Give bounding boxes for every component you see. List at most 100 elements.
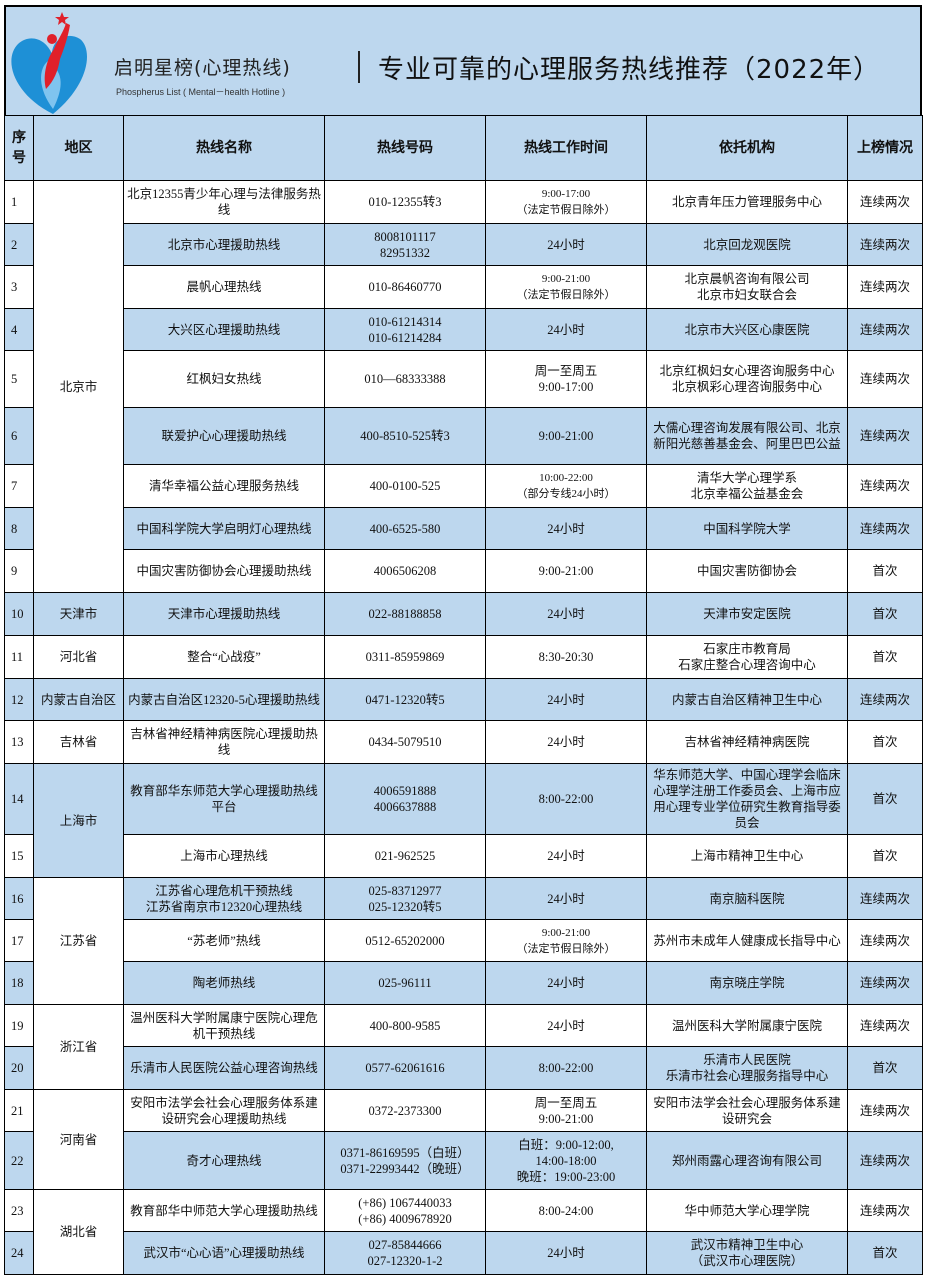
title-separator [358, 51, 360, 83]
row-number: 24 [4, 1231, 34, 1275]
working-hours: 24小时 [485, 1004, 647, 1047]
row-number: 6 [4, 407, 34, 465]
working-hours: 24小时 [485, 507, 647, 550]
host-organization: 上海市精神卫生中心 [646, 834, 848, 878]
hotline-name: 中国科学院大学启明灯心理热线 [123, 507, 325, 550]
row-number: 13 [4, 720, 34, 764]
table-row: 9 中国灾害防御协会心理援助热线 4006506208 9:00-21:00 中国灾害防… [4, 549, 923, 593]
ranking-status: 连续两次 [847, 1189, 923, 1232]
hotline-phone[interactable]: 400-800-9585 [324, 1004, 486, 1047]
table-row: 3 晨帆心理热线 010-86460770 9:00-21:00 （法定节假日除外）北… [4, 265, 923, 309]
hotline-phone[interactable]: 021-962525 [324, 834, 486, 878]
ranking-status: 连续两次 [847, 877, 923, 920]
row-number: 3 [4, 265, 34, 309]
table-row: 18 陶老师热线 025-96111 24小时 南京晓庄学院 连续两次 [4, 961, 923, 1005]
hotline-phone[interactable]: 010—68333388 [324, 350, 486, 408]
table-row: 2 北京市心理援助热线 8008101117 82951332 24小时 北京回龙观医院… [4, 223, 923, 266]
row-number: 16 [4, 877, 34, 920]
working-hours: 8:30-20:30 [485, 635, 647, 679]
row-number: 4 [4, 308, 34, 351]
hotline-phone[interactable]: 0434-5079510 [324, 720, 486, 764]
working-hours: 24小时 [485, 308, 647, 351]
table-row: 8 中国科学院大学启明灯心理热线 400-6525-580 24小时 中国科学院大学 连续… [4, 507, 923, 550]
brand-name-english: Phospherus List ( Mental－health Hotline … [116, 87, 286, 97]
hotline-name: 教育部华中师范大学心理援助热线 [123, 1189, 325, 1232]
header-status: 上榜情况 [847, 115, 923, 181]
ranking-status: 连续两次 [847, 678, 923, 721]
host-organization: 北京回龙观医院 [646, 223, 848, 266]
region-cell: 河南省 [33, 1089, 124, 1190]
region-cell: 河北省 [33, 635, 124, 679]
table-row: 11 河北省 整合“心战疫” 0311-85959869 8:30-20:30 石家庄市教… [4, 635, 923, 679]
working-hours: 24小时 [485, 1231, 647, 1275]
hotline-phone[interactable]: 4006506208 [324, 549, 486, 593]
working-hours: 24小时 [485, 877, 647, 920]
hotline-phone[interactable]: 010-12355转3 [324, 180, 486, 224]
host-organization: 武汉市精神卫生中心 （武汉市心理医院） [646, 1231, 848, 1275]
hotline-name: 北京12355青少年心理与法律服务热线 [123, 180, 325, 224]
table-row: 5 红枫妇女热线 010—68333388 周一至周五 9:00-17:00 北京红枫妇… [4, 350, 923, 408]
working-hours: 10:00-22:00 （部分专线24小时） [485, 464, 647, 508]
row-number: 12 [4, 678, 34, 721]
row-number: 21 [4, 1089, 34, 1132]
hotline-name: 江苏省心理危机干预热线 江苏省南京市12320心理热线 [123, 877, 325, 920]
working-hours: 9:00-21:00 [485, 549, 647, 593]
hotline-name: 北京市心理援助热线 [123, 223, 325, 266]
hotline-phone[interactable]: 400-0100-525 [324, 464, 486, 508]
row-number: 8 [4, 507, 34, 550]
header-name: 热线名称 [123, 115, 325, 181]
ranking-status: 连续两次 [847, 223, 923, 266]
hotline-phone[interactable]: 022-88188858 [324, 592, 486, 636]
host-organization: 郑州雨露心理咨询有限公司 [646, 1131, 848, 1190]
hotline-phone[interactable]: 0471-12320转5 [324, 678, 486, 721]
region-cell: 北京市 [33, 180, 124, 593]
hotline-phone[interactable]: 0512-65202000 [324, 919, 486, 962]
working-hours: 周一至周五 9:00-21:00 [485, 1089, 647, 1132]
hotline-phone[interactable]: 0577-62061616 [324, 1046, 486, 1090]
host-organization: 南京晓庄学院 [646, 961, 848, 1005]
hotline-phone[interactable]: (+86) 1067440033 (+86) 4009678920 [324, 1189, 486, 1232]
hotline-phone[interactable]: 0371-86169595（白班） 0371-22993442（晚班） [324, 1131, 486, 1190]
region-cell: 浙江省 [33, 1004, 124, 1090]
hotline-phone[interactable]: 010-86460770 [324, 265, 486, 309]
page-title: 专业可靠的心理服务热线推荐（2022年） [378, 55, 881, 85]
host-organization: 中国科学院大学 [646, 507, 848, 550]
header-region: 地区 [33, 115, 124, 181]
host-organization: 天津市安定医院 [646, 592, 848, 636]
region-cell: 吉林省 [33, 720, 124, 764]
working-hours: 24小时 [485, 834, 647, 878]
working-hours: 24小时 [485, 720, 647, 764]
hotline-name: 温州医科大学附属康宁医院心理危机干预热线 [123, 1004, 325, 1047]
host-organization: 华中师范大学心理学院 [646, 1189, 848, 1232]
hotline-document: 启明星榜(心理热线) Phospherus List ( Mental－heal… [4, 5, 923, 1275]
hotline-phone[interactable]: 010-61214314 010-61214284 [324, 308, 486, 351]
host-organization: 乐清市人民医院 乐清市社会心理服务指导中心 [646, 1046, 848, 1090]
table-row: 23 湖北省 教育部华中师范大学心理援助热线 (+86) 1067440033 (+8… [4, 1189, 923, 1275]
header-seq: 序 号 [4, 115, 34, 181]
hotline-name: 内蒙古自治区12320-5心理援助热线 [123, 678, 325, 721]
ranking-status: 首次 [847, 1046, 923, 1090]
hotline-phone[interactable]: 0372-2373300 [324, 1089, 486, 1132]
hotline-phone[interactable]: 8008101117 82951332 [324, 223, 486, 266]
hotline-phone[interactable]: 4006591888 4006637888 [324, 763, 486, 835]
table-row: 16 江苏省 江苏省心理危机干预热线 江苏省南京市12320心理热线 025-8371… [4, 877, 923, 1005]
host-organization: 南京脑科医院 [646, 877, 848, 920]
ranking-status: 首次 [847, 763, 923, 835]
ranking-status: 连续两次 [847, 961, 923, 1005]
row-number: 19 [4, 1004, 34, 1047]
host-organization: 北京青年压力管理服务中心 [646, 180, 848, 224]
ranking-status: 首次 [847, 720, 923, 764]
hotline-name: 乐清市人民医院公益心理咨询热线 [123, 1046, 325, 1090]
host-organization: 温州医科大学附属康宁医院 [646, 1004, 848, 1047]
hotline-name: 天津市心理援助热线 [123, 592, 325, 636]
hotline-phone[interactable]: 025-96111 [324, 961, 486, 1005]
hotline-phone[interactable]: 025-83712977 025-12320转5 [324, 877, 486, 920]
hotline-phone[interactable]: 400-6525-580 [324, 507, 486, 550]
hotline-phone[interactable]: 400-8510-525转3 [324, 407, 486, 465]
hotline-phone[interactable]: 027-85844666 027-12320-1-2 [324, 1231, 486, 1275]
table-row: 24 武汉市“心心语”心理援助热线 027-85844666 027-12320-1… [4, 1231, 923, 1275]
table-row: 21 河南省 安阳市法学会社会心理服务体系建设研究会心理援助热线 0372-23733… [4, 1089, 923, 1190]
table-row: 1 北京市 北京12355青少年心理与法律服务热线 010-12355转3 9:00-1… [4, 180, 923, 593]
hotline-phone[interactable]: 0311-85959869 [324, 635, 486, 679]
hotline-name: 武汉市“心心语”心理援助热线 [123, 1231, 325, 1275]
